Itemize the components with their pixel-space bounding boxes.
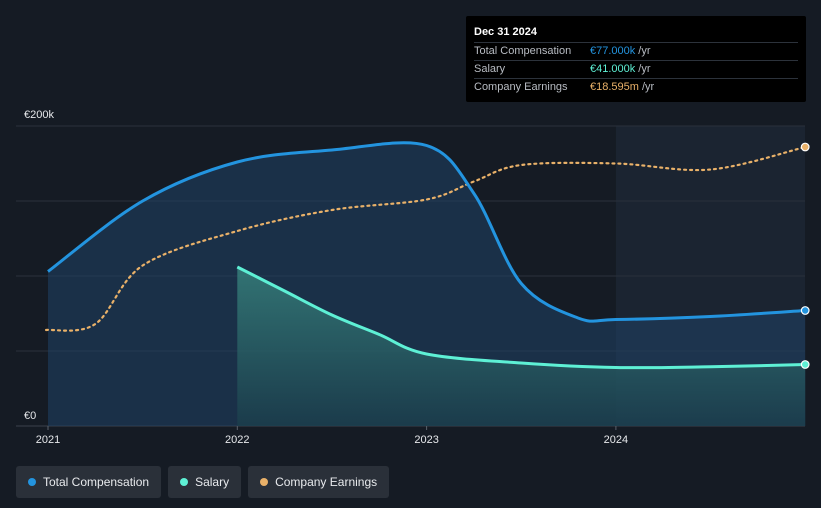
legend-item-company-earnings[interactable]: Company Earnings <box>248 466 390 498</box>
tooltip-unit: /yr <box>641 81 655 93</box>
legend-label: Total Compensation <box>43 475 150 489</box>
salary-end-point <box>800 360 810 369</box>
tooltip-row-salary: Salary €41.000k /yr <box>474 61 798 79</box>
x-tick-label: 2023 <box>414 434 438 446</box>
tooltip-value: €18.595m <box>590 81 639 93</box>
tooltip: Dec 31 2024 Total Compensation €77.000k … <box>466 16 806 102</box>
x-tick-label: 2021 <box>36 434 60 446</box>
total-compensation-dot-icon <box>28 478 36 486</box>
salary-dot-icon <box>180 478 189 486</box>
tooltip-unit: /yr <box>638 45 651 57</box>
company-earnings-dot-icon <box>260 478 269 486</box>
tooltip-value: €41.000k <box>590 63 636 75</box>
tooltip-row-total-compensation: Total Compensation €77.000k /yr <box>474 43 798 61</box>
total-compensation-end-point <box>800 306 810 315</box>
tooltip-label: Total Compensation <box>474 45 572 57</box>
legend-item-total-compensation[interactable]: Total Compensation <box>16 466 162 498</box>
legend-label: Company Earnings <box>275 475 378 489</box>
x-tick-label: 2022 <box>225 434 249 446</box>
y-tick-label: €0 <box>24 410 36 422</box>
x-tick-label: 2024 <box>604 434 628 446</box>
company-earnings-end-point <box>800 142 810 152</box>
company-earnings-line <box>45 145 807 332</box>
y-tick-label: €200k <box>24 109 54 121</box>
tooltip-value: €77.000k <box>590 45 636 57</box>
legend-item-salary[interactable]: Salary <box>168 466 242 498</box>
tooltip-date: Dec 31 2024 <box>474 24 798 43</box>
tooltip-label: Company Earnings <box>474 81 568 93</box>
salary-area <box>237 267 806 426</box>
total-compensation-line <box>47 141 806 323</box>
legend-label: Salary <box>195 475 230 489</box>
tooltip-unit: /yr <box>638 63 651 75</box>
salary-line <box>236 265 806 370</box>
tooltip-label: Salary <box>474 63 506 75</box>
legend: Total Compensation Salary Company Earnin… <box>16 466 390 498</box>
tooltip-row-company-earnings: Company Earnings €18.595m /yr <box>474 79 798 96</box>
